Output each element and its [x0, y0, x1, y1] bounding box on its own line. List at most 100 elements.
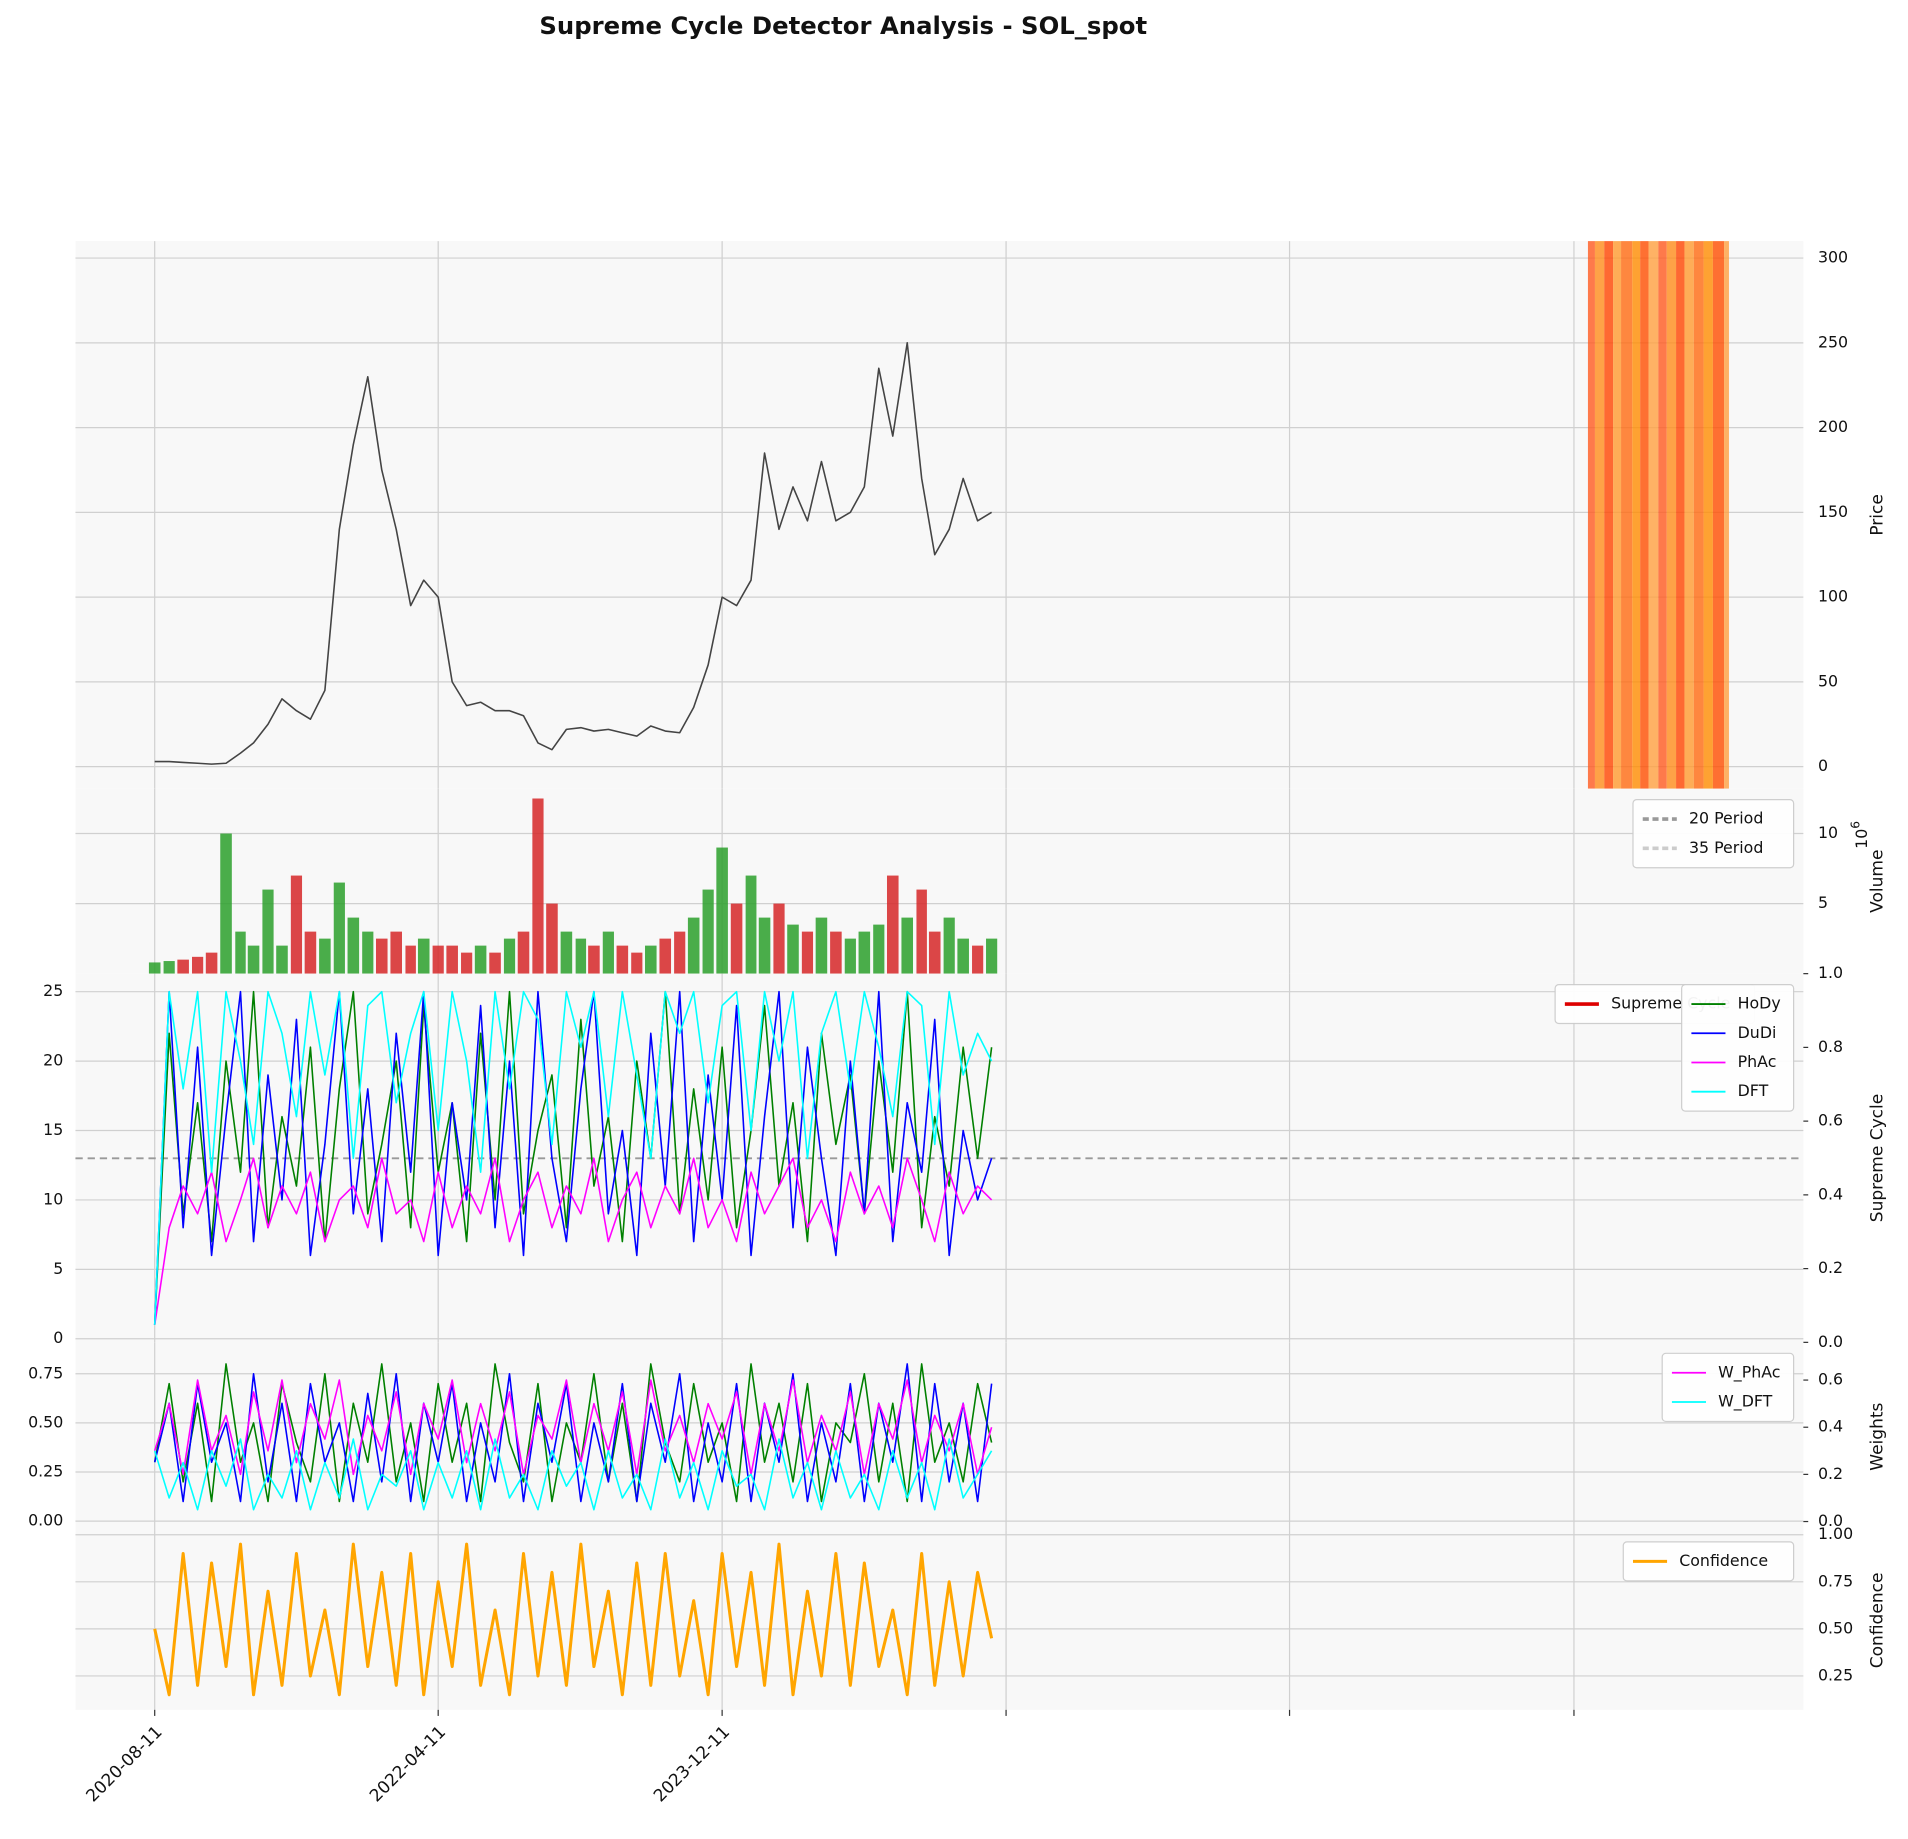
volume-bar: [532, 798, 544, 974]
y-tick-label: 0.75: [1818, 1571, 1853, 1590]
volume-bar: [192, 956, 204, 974]
legend-label: HoDy: [1738, 994, 1781, 1013]
volume-bar: [247, 945, 260, 974]
y-tick-label: 0.00: [28, 1511, 63, 1530]
highlight-band: [1712, 241, 1725, 789]
y-tick-label: 0: [1818, 756, 1828, 775]
highlight-band: [1703, 241, 1713, 789]
panel: [75, 1530, 1804, 1710]
y-tick-label: 10: [43, 1189, 63, 1208]
legend-label: DuDi: [1738, 1023, 1777, 1042]
volume-bar: [347, 917, 360, 974]
highlight-band: [1724, 241, 1729, 789]
series-line: [153, 990, 993, 1325]
offset-exp: 6: [1848, 821, 1862, 829]
legend-box: [1681, 983, 1795, 1112]
volume-bar: [517, 931, 530, 974]
volume-bar: [616, 945, 629, 974]
volume-bar: [461, 952, 473, 974]
legend-box: [1622, 1541, 1795, 1582]
y2-tick-label: 0.6: [1818, 1370, 1843, 1389]
volume-bar: [957, 938, 969, 974]
volume-bar: [943, 917, 955, 974]
panel: [75, 973, 1804, 1343]
y-tick-label: 25: [43, 981, 63, 1000]
volume-bar: [262, 889, 274, 974]
y-tick-label: 15: [43, 1120, 63, 1139]
legend-label: Confidence: [1679, 1551, 1768, 1570]
y-tick-label: 5: [53, 1259, 63, 1278]
volume-bar: [801, 931, 814, 974]
volume-bar: [702, 889, 714, 974]
volume-bar: [674, 931, 686, 974]
y-axis-label: Price: [1868, 494, 1888, 536]
y2-tick-label: 0.4: [1818, 1184, 1843, 1203]
y-tick-label: 250: [1818, 332, 1848, 351]
y2-tick-label: 0.8: [1818, 1037, 1843, 1056]
legend-box: [1661, 1352, 1795, 1423]
volume-bar: [986, 938, 998, 974]
y-tick-label: 0.25: [1818, 1665, 1853, 1684]
series-line: [153, 990, 993, 1325]
legend-label: DFT: [1738, 1081, 1769, 1100]
volume-bar: [390, 931, 403, 974]
volume-bar: [588, 945, 600, 974]
y-axis-label: Weights: [1868, 1402, 1888, 1470]
volume-bar: [886, 875, 899, 974]
highlight-band: [1640, 241, 1649, 789]
panel: [75, 788, 1804, 974]
series-line: [154, 342, 993, 765]
panel-background: [75, 241, 1804, 789]
highlight-band: [1632, 241, 1641, 789]
y-tick-label: 0.50: [1818, 1618, 1853, 1637]
volume-bar: [503, 938, 516, 974]
y-tick-label: 300: [1818, 248, 1848, 267]
y2-tick-label: 0.2: [1818, 1464, 1843, 1483]
highlight-band: [1587, 241, 1595, 789]
highlight-band: [1604, 241, 1614, 789]
panel: [75, 1342, 1804, 1531]
volume-bar: [560, 931, 573, 974]
volume-bar: [873, 924, 885, 974]
panel: [75, 241, 1804, 789]
volume-bar: [901, 917, 914, 974]
legend-label: PhAc: [1738, 1052, 1777, 1071]
volume-bar: [446, 945, 458, 974]
y-tick-label: 5: [1818, 893, 1828, 912]
volume-bar: [417, 938, 430, 974]
y-tick-label: 1.00: [1818, 1524, 1853, 1543]
legend-label: W_DFT: [1718, 1391, 1772, 1411]
highlight-band: [1658, 241, 1667, 789]
volume-bar: [405, 945, 416, 974]
series-line: [153, 1379, 993, 1476]
volume-bar: [276, 945, 288, 974]
offset-text: 106: [1848, 821, 1870, 849]
volume-bar: [304, 931, 317, 974]
y-tick-label: 50: [1818, 671, 1838, 690]
highlight-band: [1594, 241, 1605, 789]
y2-tick-label: 0.0: [1818, 1332, 1843, 1351]
legend-label: 35 Period: [1689, 838, 1763, 857]
volume-bar: [916, 889, 927, 974]
legend-label: W_PhAc: [1718, 1362, 1780, 1382]
volume-bar: [815, 917, 828, 974]
volume-bar: [745, 875, 757, 974]
volume-bar: [830, 931, 842, 974]
y-tick-label: 0.50: [28, 1412, 63, 1431]
volume-bar: [148, 962, 161, 974]
legend-box: [1632, 799, 1795, 869]
volume-bar: [362, 931, 374, 974]
highlight-band: [1693, 241, 1704, 789]
volume-bar: [631, 952, 643, 974]
volume-bar: [659, 938, 672, 974]
volume-bar: [858, 931, 871, 974]
y-tick-label: 0: [53, 1328, 63, 1347]
panel-background: [75, 1530, 1804, 1710]
y-tick-label: 10: [1818, 823, 1838, 842]
volume-bar: [687, 917, 700, 974]
volume-bar: [972, 945, 984, 974]
x-tick-label: 2023-12-11: [650, 1722, 734, 1806]
series-line: [153, 1542, 994, 1697]
series-line: [153, 1157, 993, 1325]
